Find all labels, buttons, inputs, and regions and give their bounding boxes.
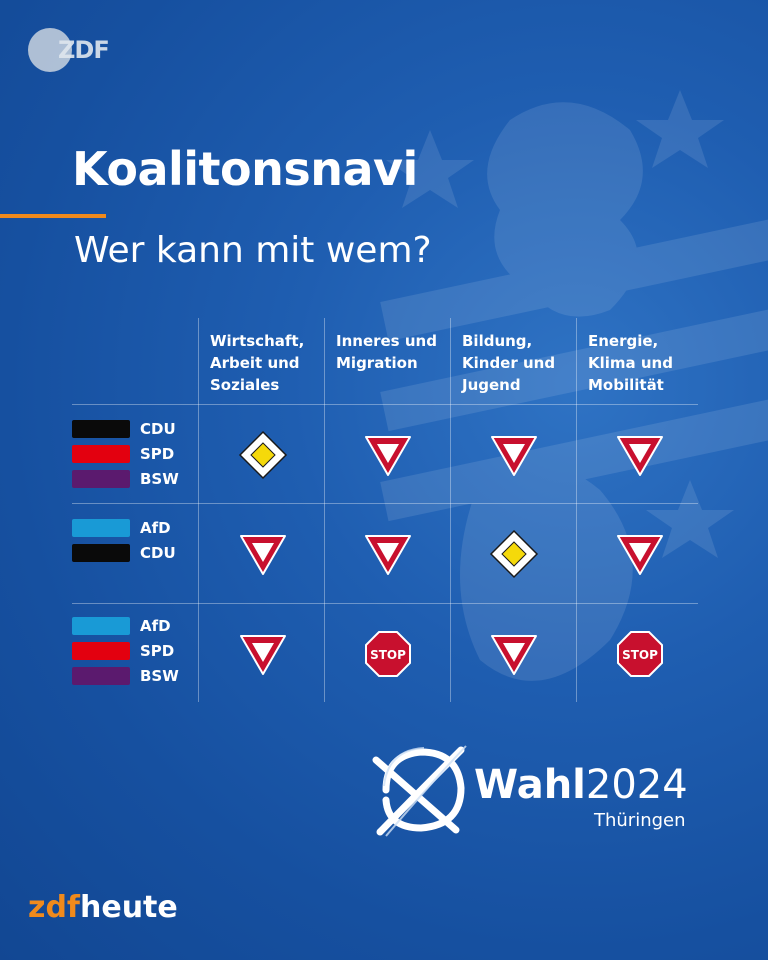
yield-sign-icon: [240, 635, 286, 675]
column-header-energie: Energie, Klima und Mobilität: [588, 332, 673, 394]
column-header-wirtschaft: Wirtschaft, Arbeit und Soziales: [210, 332, 305, 394]
party-color-bar: [72, 617, 130, 635]
page-subtitle: Wer kann mit wem?: [74, 230, 432, 271]
stop-sign-text: STOP: [622, 648, 658, 662]
zdf-logo: ZDF: [28, 28, 110, 74]
priority-road-sign-icon: [489, 529, 539, 579]
party-color-bar: [72, 642, 130, 660]
party-color-bar: [72, 544, 130, 562]
accent-line: [0, 214, 106, 218]
column-header-bildung: Bildung, Kinder und Jugend: [462, 332, 556, 394]
grid-line: [72, 404, 698, 405]
yield-sign-icon: [617, 535, 663, 575]
sign-cell: [451, 504, 577, 604]
sign-cell: [200, 504, 326, 604]
lion-crest-watermark: [380, 90, 768, 681]
yield-sign-icon: [617, 436, 663, 476]
party-name: SPD: [140, 445, 175, 463]
yield-sign-icon: [491, 635, 537, 675]
grid-line: [198, 318, 199, 702]
sign-cell: [325, 504, 451, 604]
party-color-bar: [72, 420, 130, 438]
party-name: CDU: [140, 420, 176, 438]
party-color-bar: [72, 470, 130, 488]
stop-sign-icon: STOP: [617, 631, 663, 677]
stop-sign-icon: STOP: [365, 631, 411, 677]
party-name: BSW: [140, 470, 179, 488]
zdf-logo-circle: [28, 28, 72, 72]
party-name: BSW: [140, 667, 179, 685]
party-name: AfD: [140, 617, 171, 635]
sign-cell: [451, 405, 577, 505]
party-name: SPD: [140, 642, 175, 660]
yield-sign-icon: [365, 436, 411, 476]
brand-heute: heute: [80, 890, 178, 925]
wahl2024-logo: Wahl2024 Thüringen: [366, 740, 706, 840]
party-color-bar: [72, 445, 130, 463]
yield-sign-icon: [365, 535, 411, 575]
grid-line: [72, 503, 698, 504]
sign-cell: [325, 405, 451, 505]
party-color-bar: [72, 519, 130, 537]
sign-cell: [577, 504, 703, 604]
sign-cell: STOP: [325, 604, 451, 704]
zdf-logo-text: ZDF: [58, 36, 110, 64]
yield-sign-icon: [240, 535, 286, 575]
grid-line: [576, 318, 577, 702]
party-color-bar: [72, 667, 130, 685]
sign-cell: [200, 405, 326, 505]
sign-cell: [451, 604, 577, 704]
page-title: Koalitonsnavi: [72, 142, 418, 196]
grid-line: [450, 318, 451, 702]
yield-sign-icon: [491, 436, 537, 476]
wahl-word: Wahl: [474, 762, 586, 808]
party-name: AfD: [140, 519, 171, 537]
brand-zdf: zdf: [28, 890, 80, 925]
zdfheute-logo: zdfheute: [28, 890, 178, 925]
grid-line: [72, 603, 698, 604]
priority-road-sign-icon: [238, 430, 288, 480]
grid-line: [324, 318, 325, 702]
sign-cell: [577, 405, 703, 505]
sign-cell: STOP: [577, 604, 703, 704]
column-header-inneres: Inneres und Migration: [336, 332, 437, 372]
ballot-cross-icon: [372, 745, 467, 837]
wahl-region: Thüringen: [594, 810, 686, 831]
wahl-title: Wahl2024: [474, 762, 688, 808]
stop-sign-text: STOP: [370, 648, 406, 662]
party-name: CDU: [140, 544, 176, 562]
wahl-year: 2024: [585, 762, 688, 808]
sign-cell: [200, 604, 326, 704]
